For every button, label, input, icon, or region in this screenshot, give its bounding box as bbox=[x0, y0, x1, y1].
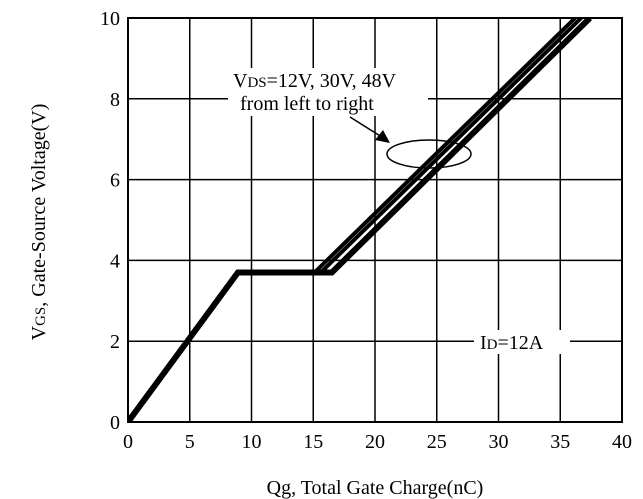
y-tick-label: 0 bbox=[110, 412, 120, 434]
y-tick-label: 2 bbox=[110, 331, 120, 353]
y-tick-labels: 0 2 4 6 8 10 bbox=[100, 8, 120, 434]
annotation-id-bg bbox=[474, 330, 570, 354]
x-tick-label: 10 bbox=[242, 431, 262, 453]
annotation-vds-line2: from left to right bbox=[240, 93, 374, 115]
x-tick-label: 5 bbox=[185, 431, 195, 453]
annotation-vds-bg bbox=[228, 68, 428, 116]
plot-frame bbox=[127, 17, 623, 423]
x-axis-label: Qg, Total Gate Charge(nC) bbox=[267, 477, 484, 499]
annotation-ellipse bbox=[386, 139, 472, 169]
x-tick-label: 0 bbox=[123, 431, 133, 453]
x-tick-label: 15 bbox=[303, 431, 323, 453]
x-tick-label: 20 bbox=[365, 431, 385, 453]
annotation-vds-line1: VDS=12V, 30V, 48V bbox=[233, 70, 397, 92]
x-tick-label: 25 bbox=[427, 431, 447, 453]
x-tick-label: 30 bbox=[489, 431, 509, 453]
y-tick-label: 4 bbox=[110, 250, 120, 272]
annotation-arrow-head bbox=[375, 130, 390, 143]
y-axis-label: VGS, Gate-Source Voltage(V) bbox=[28, 104, 50, 341]
annotation-id: ID=12A bbox=[480, 332, 544, 354]
y-tick-label: 6 bbox=[110, 170, 120, 192]
x-tick-label: 40 bbox=[612, 431, 632, 453]
y-tick-label: 10 bbox=[100, 8, 120, 30]
y-tick-label: 8 bbox=[110, 89, 120, 111]
x-tick-label: 35 bbox=[550, 431, 570, 453]
x-tick-labels: 0 5 10 15 20 25 30 35 40 bbox=[123, 431, 632, 453]
